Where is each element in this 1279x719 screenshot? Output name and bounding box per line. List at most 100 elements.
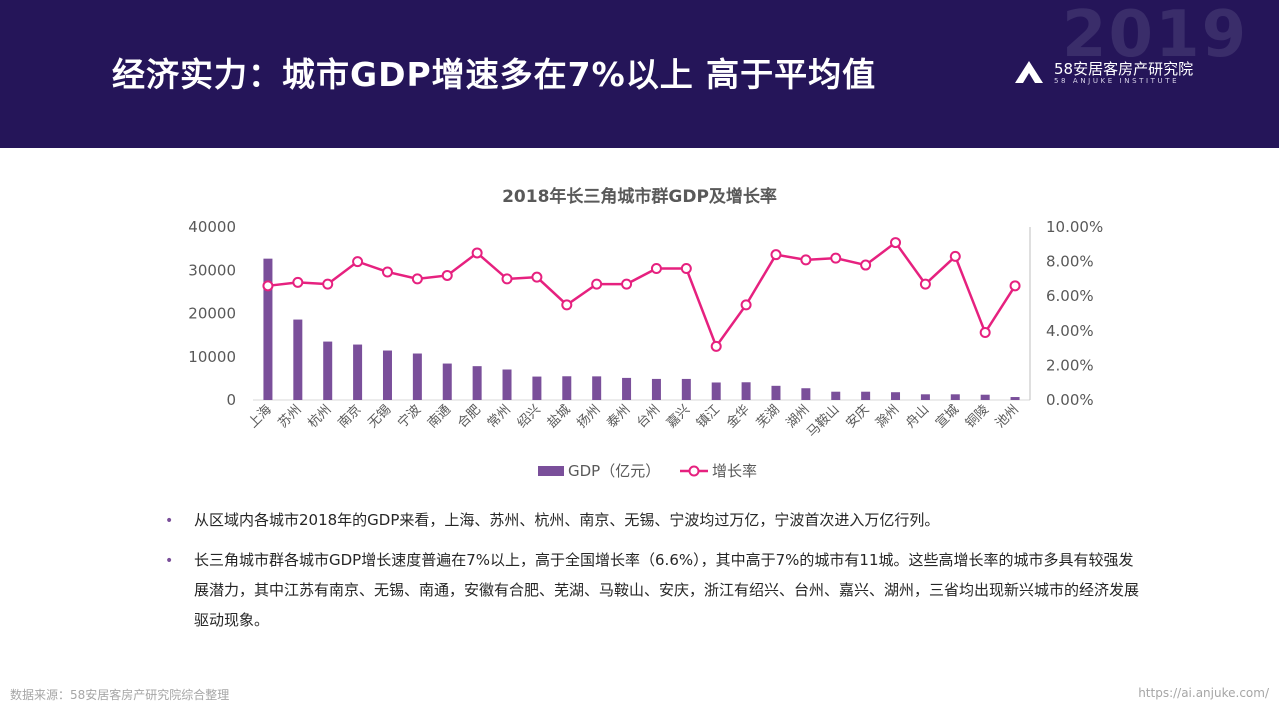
x-tick-label: 金华	[723, 402, 753, 432]
gdp-bar	[323, 341, 333, 400]
logo-mark-icon	[1015, 61, 1043, 83]
x-tick-label: 合肥	[455, 402, 484, 431]
y-left-tick-label: 30000	[188, 261, 236, 279]
gdp-bar	[562, 376, 572, 400]
growth-rate-point	[352, 256, 364, 268]
y-left-tick-label: 20000	[188, 305, 236, 323]
year-decoration: 2019	[1062, 0, 1249, 72]
y-right-tick-label: 2.00%	[1046, 356, 1094, 374]
legend-label-gdp: GDP（亿元）	[568, 462, 660, 480]
growth-rate-point	[860, 259, 872, 271]
gdp-bar	[263, 258, 273, 400]
growth-rate-point	[800, 254, 812, 266]
growth-rate-point	[890, 237, 902, 249]
gdp-bar	[442, 363, 452, 400]
gdp-bar	[741, 382, 751, 400]
growth-rate-point	[531, 271, 543, 283]
growth-rate-point	[830, 252, 842, 264]
page-title: 经济实力：城市GDP增速多在7%以上 高于平均值	[112, 55, 877, 94]
growth-rate-point	[710, 340, 722, 352]
gdp-bar	[861, 391, 871, 400]
y-right-tick-label: 8.00%	[1046, 253, 1094, 271]
growth-rate-point	[1009, 280, 1021, 292]
x-tick-label: 马鞍山	[804, 402, 843, 441]
legend-label-rate: 增长率	[712, 462, 757, 480]
bullet-list: • 从区域内各城市2018年的GDP来看，上海、苏州、杭州、南京、无锡、宁波均过…	[162, 505, 1142, 645]
gdp-bar	[532, 376, 542, 400]
x-tick-label: 盐城	[545, 402, 574, 431]
gdp-bar	[920, 394, 930, 400]
x-tick-label: 上海	[246, 402, 275, 431]
gdp-bar	[891, 392, 901, 400]
x-tick-label: 绍兴	[515, 402, 544, 431]
gdp-bar	[412, 353, 422, 400]
growth-rate-point	[591, 278, 603, 290]
legend-swatch-rate-point	[688, 465, 700, 477]
growth-rate-point	[949, 250, 961, 262]
gdp-bar	[382, 350, 392, 400]
gdp-bar	[950, 394, 960, 400]
growth-rate-point	[501, 273, 513, 285]
growth-rate-point	[441, 269, 453, 281]
x-tick-label: 南通	[424, 402, 454, 432]
growth-rate-line	[267, 240, 1017, 349]
growth-rate-point	[740, 299, 752, 311]
brand-logo: 58安居客房产研究院 58 ANJUKE INSTITUTE	[1014, 58, 1214, 88]
growth-rate-point	[262, 280, 274, 292]
gdp-bar	[622, 377, 632, 400]
gdp-bar	[831, 391, 841, 400]
bullet-text: 长三角城市群各城市GDP增长速度普遍在7%以上，高于全国增长率（6.6%），其中…	[194, 551, 1140, 629]
logo-name: 58安居客房产研究院	[1054, 60, 1194, 78]
bullet-dot-icon: •	[165, 513, 174, 529]
gdp-bar	[801, 388, 811, 400]
source-url[interactable]: https://ai.anjuke.com/	[1138, 686, 1269, 700]
y-right-tick-label: 0.00%	[1046, 391, 1094, 409]
x-tick-label: 台州	[634, 402, 663, 431]
y-right-tick-label: 4.00%	[1046, 322, 1094, 340]
legend-swatch-gdp	[538, 466, 564, 476]
gdp-bar	[592, 376, 602, 400]
growth-rate-point	[680, 263, 692, 275]
x-tick-label: 南京	[335, 402, 365, 432]
gdp-bar	[1010, 397, 1020, 400]
x-tick-label: 苏州	[275, 402, 305, 432]
y-left-tick-label: 40000	[188, 218, 236, 236]
gdp-bar	[293, 319, 303, 400]
y-right-tick-label: 6.00%	[1046, 287, 1094, 305]
growth-rate-point	[621, 278, 633, 290]
x-tick-label: 泰州	[604, 402, 633, 431]
growth-rate-point	[979, 327, 991, 339]
x-tick-label: 滁州	[873, 402, 903, 432]
growth-rate-point	[381, 266, 393, 278]
x-tick-label: 嘉兴	[664, 402, 693, 431]
growth-rate-point	[561, 299, 573, 311]
x-tick-label: 杭州	[306, 402, 335, 431]
y-left-tick-label: 10000	[188, 348, 236, 366]
x-tick-label: 常州	[485, 402, 514, 431]
x-tick-label: 宣城	[932, 402, 962, 432]
bullet-text: 从区域内各城市2018年的GDP来看，上海、苏州、杭州、南京、无锡、宁波均过万亿…	[194, 511, 940, 529]
gdp-bar	[651, 378, 661, 400]
growth-rate-point	[770, 249, 782, 261]
gdp-bar	[711, 382, 721, 400]
gdp-growth-chart: 0 10000 20000 30000 40000 0.00% 2.00% 4.00% 6.00…	[188, 218, 1103, 480]
y-left-tick-label: 0	[226, 391, 236, 409]
growth-rate-point	[292, 276, 304, 288]
growth-rate-point	[471, 247, 483, 259]
gdp-bar	[353, 344, 363, 400]
chart-title: 2018年长三角城市群GDP及增长率	[502, 187, 777, 207]
x-tick-label: 宁波	[394, 402, 424, 432]
x-tick-label: 芜湖	[754, 402, 783, 431]
y-right-tick-label: 10.00%	[1046, 218, 1103, 236]
growth-rate-point	[919, 278, 931, 290]
x-tick-label: 池州	[993, 402, 1022, 431]
x-tick-label: 无锡	[365, 402, 394, 431]
gdp-bar	[771, 385, 781, 400]
header-banner: 2019 经济实力：城市GDP增速多在7%以上 高于平均值 58安居客房产研究院…	[0, 0, 1279, 148]
growth-rate-point	[322, 278, 334, 290]
x-tick-label: 铜陵	[963, 402, 992, 431]
growth-rate-point	[411, 273, 423, 285]
growth-rate-point	[650, 263, 662, 275]
gdp-bar	[472, 366, 482, 400]
logo-english: 58 ANJUKE INSTITUTE	[1054, 77, 1180, 85]
